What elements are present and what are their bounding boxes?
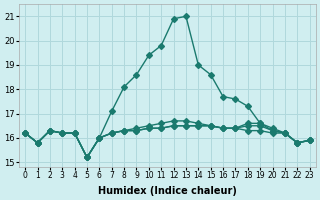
X-axis label: Humidex (Indice chaleur): Humidex (Indice chaleur) [98, 186, 237, 196]
